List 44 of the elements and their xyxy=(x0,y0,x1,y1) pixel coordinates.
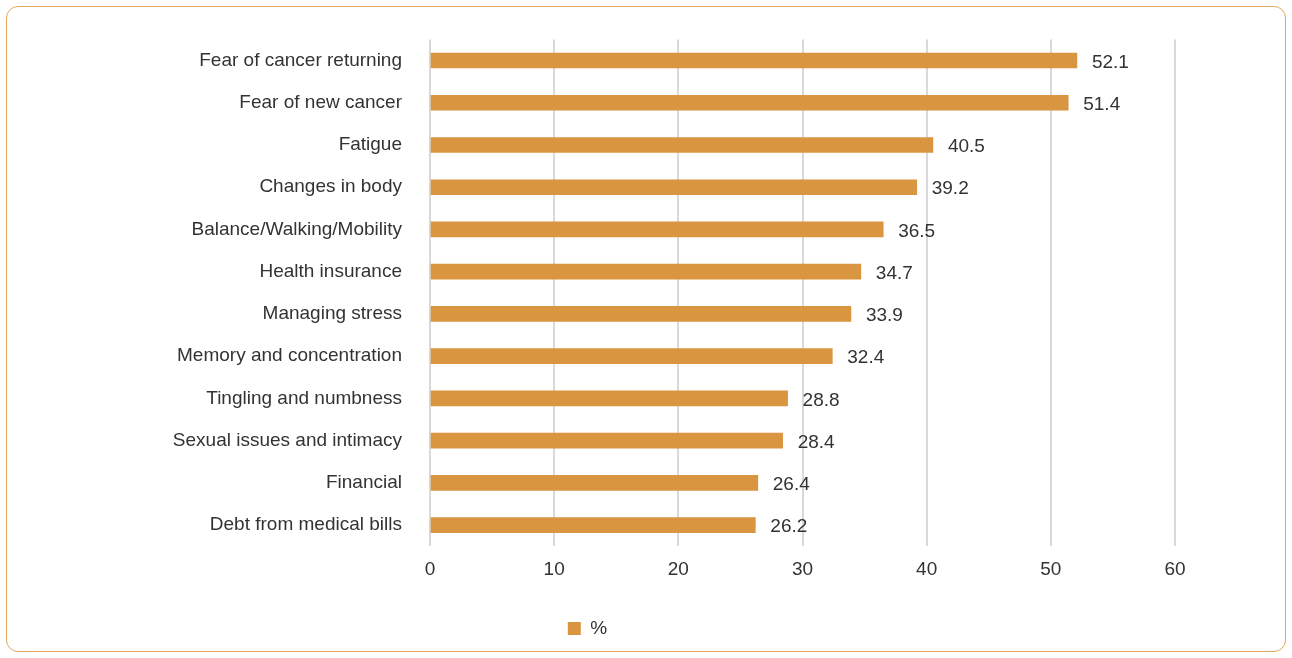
y-tick-label: Sexual issues and intimacy xyxy=(172,428,403,450)
y-tick-label: Balance/Walking/Mobility xyxy=(191,217,403,239)
y-tick-label: Changes in body xyxy=(259,175,403,197)
bar xyxy=(430,475,759,491)
data-label: 26.2 xyxy=(770,515,808,537)
data-label: 36.5 xyxy=(898,219,936,241)
data-label: 33.9 xyxy=(865,304,903,326)
bar xyxy=(430,94,1069,111)
data-label: 34.7 xyxy=(875,261,913,283)
x-tick-label: 40 xyxy=(916,557,938,579)
y-tick-label: Debt from medical bills xyxy=(209,513,402,535)
y-tick-label: Fear of cancer returning xyxy=(199,48,402,70)
y-tick-label: Fear of new cancer xyxy=(239,90,403,112)
bar xyxy=(430,306,852,322)
bar xyxy=(430,517,756,533)
y-tick-label: Health insurance xyxy=(259,259,402,281)
bar xyxy=(430,263,862,280)
bar xyxy=(430,390,788,407)
data-label: 26.4 xyxy=(772,473,811,495)
y-tick-label: Memory and concentration xyxy=(177,344,402,366)
bar xyxy=(430,179,918,196)
data-label: 28.4 xyxy=(797,430,836,452)
x-tick-label: 10 xyxy=(543,557,565,579)
data-label: 28.8 xyxy=(802,388,840,410)
data-label: 32.4 xyxy=(847,346,885,368)
x-tick-label: 60 xyxy=(1164,557,1186,579)
bar xyxy=(430,137,934,153)
y-tick-label: Financial xyxy=(325,471,402,493)
x-tick-label: 0 xyxy=(424,557,436,579)
data-label: 39.2 xyxy=(931,177,969,199)
bar xyxy=(430,52,1078,69)
legend-label: % xyxy=(590,616,608,638)
x-tick-label: 20 xyxy=(667,557,689,579)
bar xyxy=(430,432,783,449)
data-label: 51.4 xyxy=(1083,92,1121,114)
bar xyxy=(430,221,884,238)
y-tick-label: Tingling and numbness xyxy=(206,386,402,408)
data-label: 40.5 xyxy=(947,135,985,157)
y-tick-label: Fatigue xyxy=(338,133,402,155)
x-tick-label: 30 xyxy=(791,557,814,579)
bar xyxy=(430,348,833,364)
x-tick-label: 50 xyxy=(1040,557,1062,579)
y-tick-label: Managing stress xyxy=(262,302,402,324)
data-label: 52.1 xyxy=(1091,50,1129,72)
